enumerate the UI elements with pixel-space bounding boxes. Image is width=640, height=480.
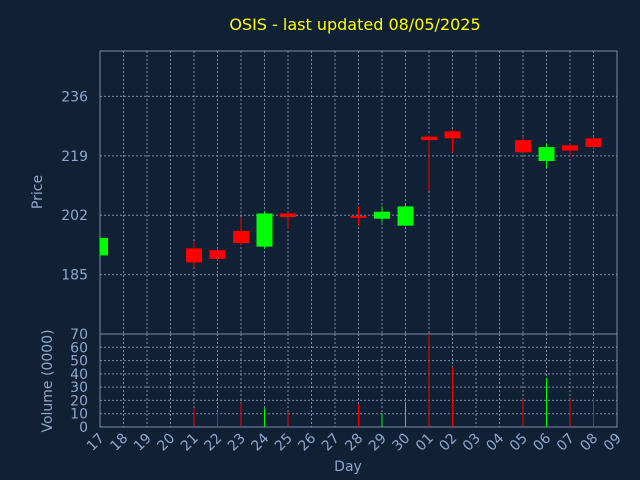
x-tick-label: 05	[507, 431, 531, 455]
volume-tick-label: 30	[70, 380, 88, 396]
price-tick-label: 202	[61, 208, 88, 224]
candle-body	[233, 230, 249, 244]
candle-body	[421, 136, 437, 141]
candle-body	[100, 237, 108, 256]
x-tick-label: 01	[413, 431, 437, 455]
volume-tick-label: 10	[70, 407, 88, 423]
x-tick-label: 24	[248, 430, 272, 454]
volume-axis-label: Volume (0000)	[40, 329, 56, 432]
volume-tick-label: 70	[70, 327, 88, 343]
chart-title: OSIS - last updated 08/05/2025	[229, 15, 480, 34]
x-tick-label: 23	[225, 431, 249, 455]
price-tick-label: 219	[61, 149, 88, 165]
volume-tick-label: 20	[70, 393, 88, 409]
candle-body	[585, 138, 602, 148]
volume-tick-label: 60	[70, 340, 88, 356]
x-tick-label: 04	[483, 430, 507, 454]
x-tick-label: 07	[554, 431, 578, 455]
x-tick-label: 22	[201, 431, 225, 455]
volume-tick-label: 50	[70, 354, 88, 370]
candle-body	[280, 213, 296, 217]
x-tick-label: 20	[154, 431, 178, 455]
candle-body	[186, 248, 202, 263]
x-tick-label: 06	[530, 430, 554, 454]
candle-body	[256, 213, 273, 247]
candle-body	[397, 206, 414, 226]
x-tick-label: 26	[295, 430, 319, 454]
price-tick-label: 185	[61, 268, 88, 284]
volume-tick-label: 40	[70, 367, 88, 383]
x-tick-label: 21	[178, 431, 202, 455]
x-axis-label: Day	[334, 459, 362, 475]
price-axis-label: Price	[30, 175, 46, 209]
price-tick-label: 236	[61, 89, 88, 105]
candle-body	[209, 250, 226, 259]
x-tick-label: 08	[577, 431, 601, 455]
x-tick-label: 19	[131, 431, 155, 455]
x-tick-label: 27	[319, 431, 343, 455]
candle-body	[350, 215, 367, 218]
volume-bars	[99, 334, 594, 427]
price-y-ticks: 185 202 219 236	[61, 89, 88, 283]
candle-body	[374, 211, 390, 219]
x-tick-label: 25	[272, 431, 296, 455]
x-tick-label: 30	[389, 431, 413, 455]
x-ticks: 17 18 19 20 21 22 23 24 25 26 27 28 29 30 01 02 03 04 05 06…	[84, 430, 625, 454]
candle-body	[515, 140, 531, 153]
candle-body	[444, 131, 461, 139]
x-tick-label: 18	[107, 431, 131, 455]
x-tick-label: 28	[342, 431, 366, 455]
candle-body	[562, 145, 578, 151]
x-tick-label: 02	[436, 431, 460, 455]
x-tick-label: 09	[601, 431, 625, 455]
price-grid	[99, 51, 618, 334]
candles	[99, 129, 602, 268]
x-tick-label: 29	[366, 431, 390, 455]
volume-tick-label: 0	[79, 420, 88, 436]
candle-body	[538, 147, 555, 162]
x-tick-label: 03	[460, 431, 484, 455]
